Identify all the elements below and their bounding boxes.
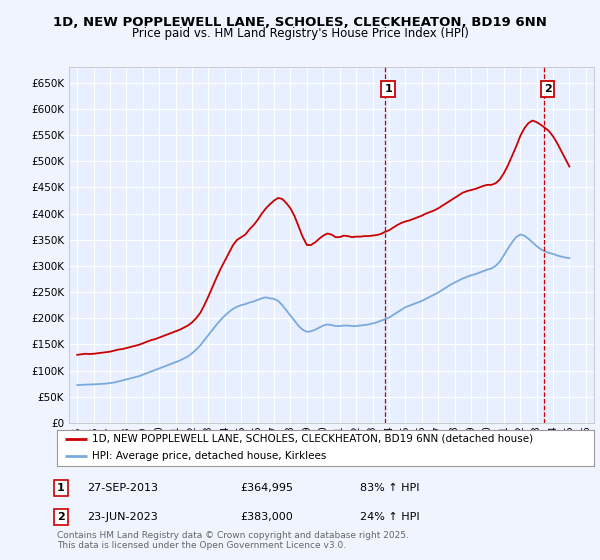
Text: HPI: Average price, detached house, Kirklees: HPI: Average price, detached house, Kirk… — [92, 451, 326, 461]
Text: 1: 1 — [57, 483, 65, 493]
Text: 24% ↑ HPI: 24% ↑ HPI — [360, 512, 419, 522]
Text: 83% ↑ HPI: 83% ↑ HPI — [360, 483, 419, 493]
Text: Contains HM Land Registry data © Crown copyright and database right 2025.
This d: Contains HM Land Registry data © Crown c… — [57, 530, 409, 550]
Text: 23-JUN-2023: 23-JUN-2023 — [87, 512, 158, 522]
Text: Price paid vs. HM Land Registry's House Price Index (HPI): Price paid vs. HM Land Registry's House … — [131, 27, 469, 40]
Text: 2: 2 — [544, 84, 551, 94]
Text: 27-SEP-2013: 27-SEP-2013 — [87, 483, 158, 493]
Text: £383,000: £383,000 — [240, 512, 293, 522]
Text: £364,995: £364,995 — [240, 483, 293, 493]
Text: 1D, NEW POPPLEWELL LANE, SCHOLES, CLECKHEATON, BD19 6NN: 1D, NEW POPPLEWELL LANE, SCHOLES, CLECKH… — [53, 16, 547, 29]
Text: 2: 2 — [57, 512, 65, 522]
Text: 1D, NEW POPPLEWELL LANE, SCHOLES, CLECKHEATON, BD19 6NN (detached house): 1D, NEW POPPLEWELL LANE, SCHOLES, CLECKH… — [92, 433, 533, 444]
Text: 1: 1 — [384, 84, 392, 94]
